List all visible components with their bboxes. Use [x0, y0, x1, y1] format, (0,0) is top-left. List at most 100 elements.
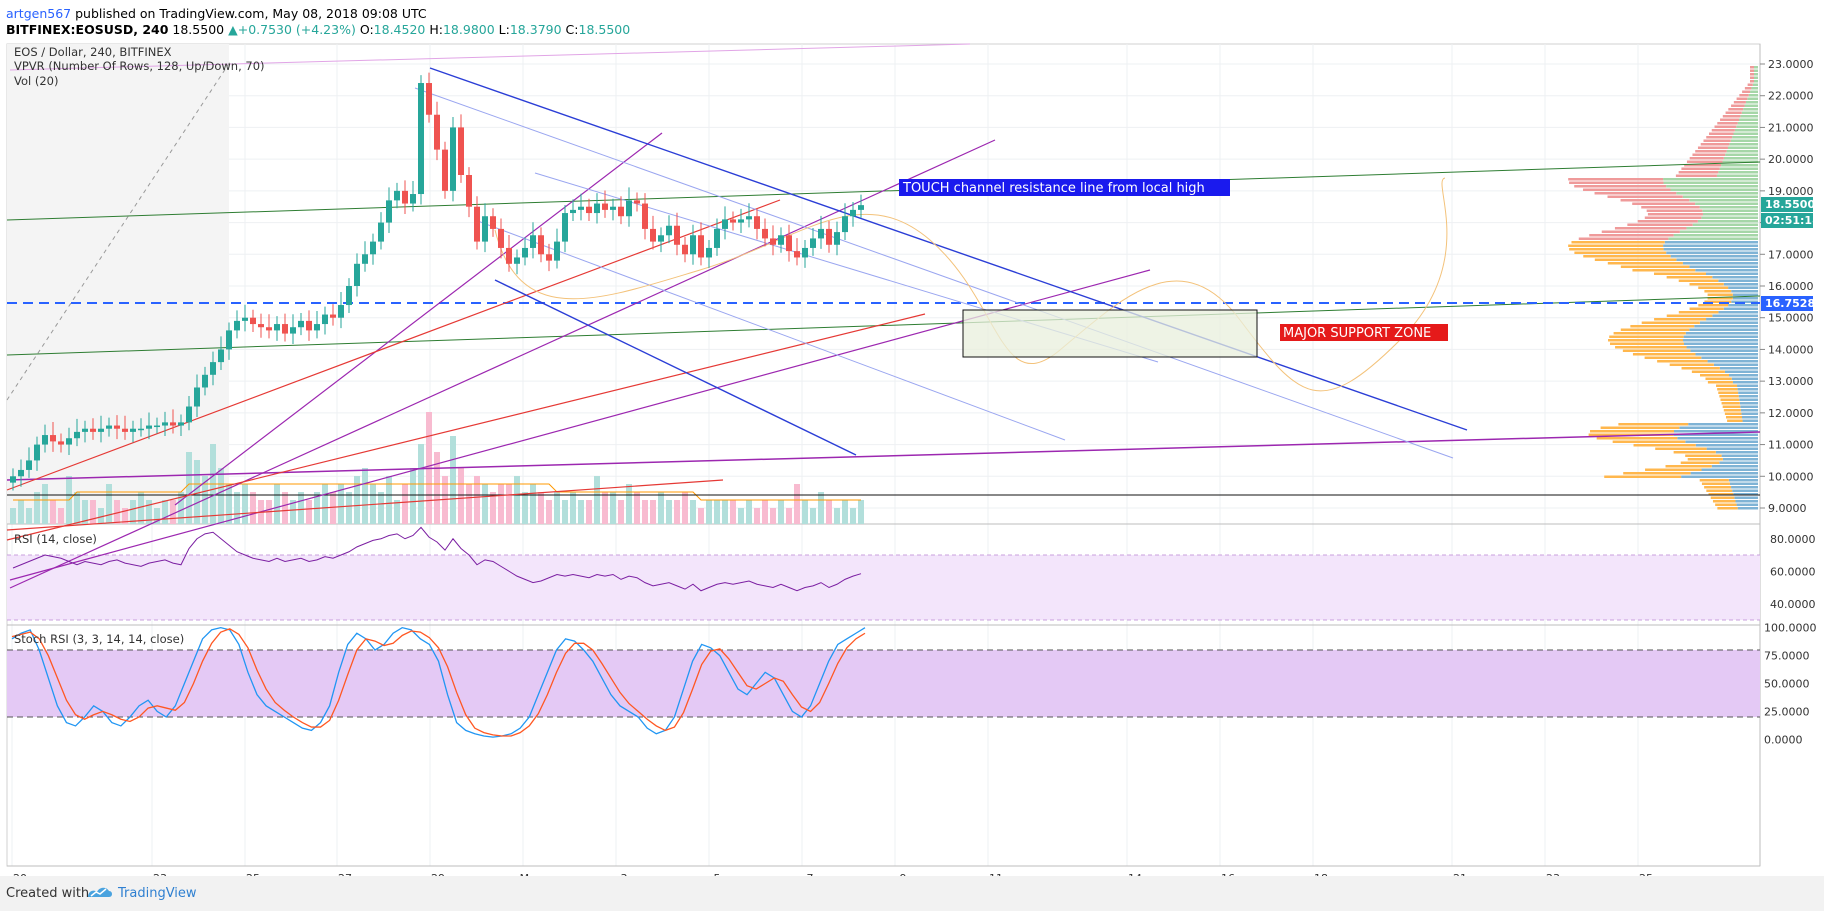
candle-up: [82, 428, 88, 432]
vpvr-up-row: [1684, 342, 1758, 345]
volume-bar: [178, 492, 184, 524]
projection-curve[interactable]: [494, 177, 1448, 392]
vpvr-down-row: [1630, 325, 1695, 328]
publish-info: published on TradingView.com, May 08, 20…: [71, 6, 427, 21]
trendline-purple-mid[interactable]: [9, 269, 1151, 581]
tradingview-logo-icon[interactable]: [86, 883, 114, 901]
candle-up: [610, 206, 616, 210]
trendline-pink-top[interactable]: [9, 43, 971, 71]
vpvr-down-row: [1609, 335, 1684, 338]
vpvr-down-row: [1669, 363, 1714, 366]
vpvr-down-row: [1600, 426, 1680, 429]
vpvr-down-row: [1646, 209, 1703, 212]
dashed-projection[interactable]: [6, 61, 231, 401]
vpvr-up-row: [1677, 437, 1758, 440]
volume-bar: [650, 500, 656, 524]
volume-bar: [378, 492, 384, 524]
vpvr-down-row: [1703, 139, 1731, 142]
vpvr-down-row: [1654, 272, 1707, 275]
stoch-k-line: [11, 626, 866, 738]
volume-bar: [122, 508, 128, 524]
volume-bar: [458, 468, 464, 524]
candle-up: [234, 320, 240, 331]
vpvr-up-row: [1692, 223, 1758, 226]
volume-bar: [34, 492, 40, 524]
drawings[interactable]: [6, 43, 1761, 589]
candle-up: [42, 435, 48, 445]
vpvr-down-row: [1744, 87, 1752, 90]
candle-up: [818, 228, 824, 239]
vpvr-down-row: [1698, 286, 1729, 289]
author-link[interactable]: artgen567: [6, 6, 72, 21]
vpvr-up-row: [1742, 419, 1758, 422]
vpvr-down-row: [1590, 430, 1675, 433]
candle-down: [426, 83, 432, 115]
volume-bar: [826, 500, 832, 524]
vpvr-up-row: [1731, 486, 1758, 489]
vpvr-down-row: [1718, 391, 1739, 394]
vpvr-up-row: [1676, 258, 1758, 261]
volume-bar: [546, 500, 552, 524]
stoch-axis[interactable]: 100.0000 75.0000 50.0000 25.0000 0.0000: [1764, 622, 1817, 747]
tradingview-link[interactable]: TradingView: [118, 886, 197, 901]
trendline-red-low[interactable]: [6, 479, 724, 531]
vpvr-down-row: [1727, 419, 1743, 422]
time-tick-label: 20: [13, 872, 27, 876]
volume-bar: [450, 436, 456, 524]
candle-down: [730, 219, 736, 223]
vpvr-up-row: [1679, 426, 1758, 429]
time-axis[interactable]: 20 23 25 27 29 May 3 5 7 9 11 14 16 18 21 23 25: [13, 872, 1653, 876]
price-tick-label: 17.0000: [1768, 248, 1814, 261]
channel-inner-line-3[interactable]: [474, 219, 1066, 441]
channel-lower-line[interactable]: [494, 279, 857, 456]
volume-bar: [618, 500, 624, 524]
candle-up: [242, 317, 248, 321]
grid: [7, 44, 1760, 866]
trendline-purple-long[interactable]: [6, 431, 1761, 481]
candle-up: [74, 431, 80, 439]
vpvr-down-row: [1750, 73, 1754, 76]
vpvr-up-row: [1663, 178, 1758, 181]
vpvr-down-row: [1704, 290, 1732, 293]
candle-up: [578, 206, 584, 210]
rsi-axis[interactable]: 80.0000 60.0000 40.0000: [1770, 533, 1816, 611]
candle-down: [754, 216, 760, 229]
candle-down: [170, 422, 176, 426]
trendline-red-upper[interactable]: [6, 199, 781, 491]
vpvr-down-row: [1644, 216, 1702, 219]
support-zone-box[interactable]: [962, 309, 1258, 358]
price-axis[interactable]: 23.000022.000021.000020.000019.000018.00…: [1760, 58, 1814, 515]
volume-bar: [82, 500, 88, 524]
vpvr-down-row: [1604, 475, 1682, 478]
channel-upper-line[interactable]: [429, 67, 1468, 431]
candle-up: [514, 257, 520, 264]
trendline-purple-steep[interactable]: [9, 139, 996, 589]
trendline-green-lower[interactable]: [6, 295, 1761, 356]
candle-up: [162, 422, 168, 426]
candle-up: [778, 235, 784, 245]
chart-area[interactable]: 23.000022.000021.000020.000019.000018.00…: [0, 40, 1824, 876]
ohlc-line: BITFINEX:EOSUSD, 240 18.5500 ▲+0.7530 (+…: [6, 22, 630, 37]
trendline-red-mid[interactable]: [6, 313, 926, 541]
vpvr-up-row: [1733, 493, 1758, 496]
vpvr-down-row: [1641, 206, 1700, 209]
vpvr-up-row: [1729, 143, 1758, 146]
volume-bar: [602, 492, 608, 524]
vpvr-down-row: [1708, 493, 1734, 496]
vpvr-down-row: [1666, 276, 1713, 279]
volume-bar: [90, 500, 96, 524]
vpvr-down-row: [1574, 251, 1667, 254]
support-annotation-box[interactable]: [1280, 324, 1448, 341]
touch-annotation-box[interactable]: [899, 179, 1230, 196]
vpvr-up-row: [1723, 307, 1758, 310]
volume-bar: [714, 500, 720, 524]
volume-bar: [802, 500, 808, 524]
price-tick-label: 13.0000: [1768, 375, 1814, 388]
vpvr-down-row: [1678, 279, 1719, 282]
vpvr-down-row: [1714, 125, 1737, 128]
vpvr-down-row: [1615, 346, 1687, 349]
channel-inner-line-1[interactable]: [414, 87, 1454, 459]
vpvr-down-row: [1717, 122, 1738, 125]
vpvr-up-row: [1663, 244, 1758, 247]
vpvr-down-row: [1620, 328, 1690, 331]
